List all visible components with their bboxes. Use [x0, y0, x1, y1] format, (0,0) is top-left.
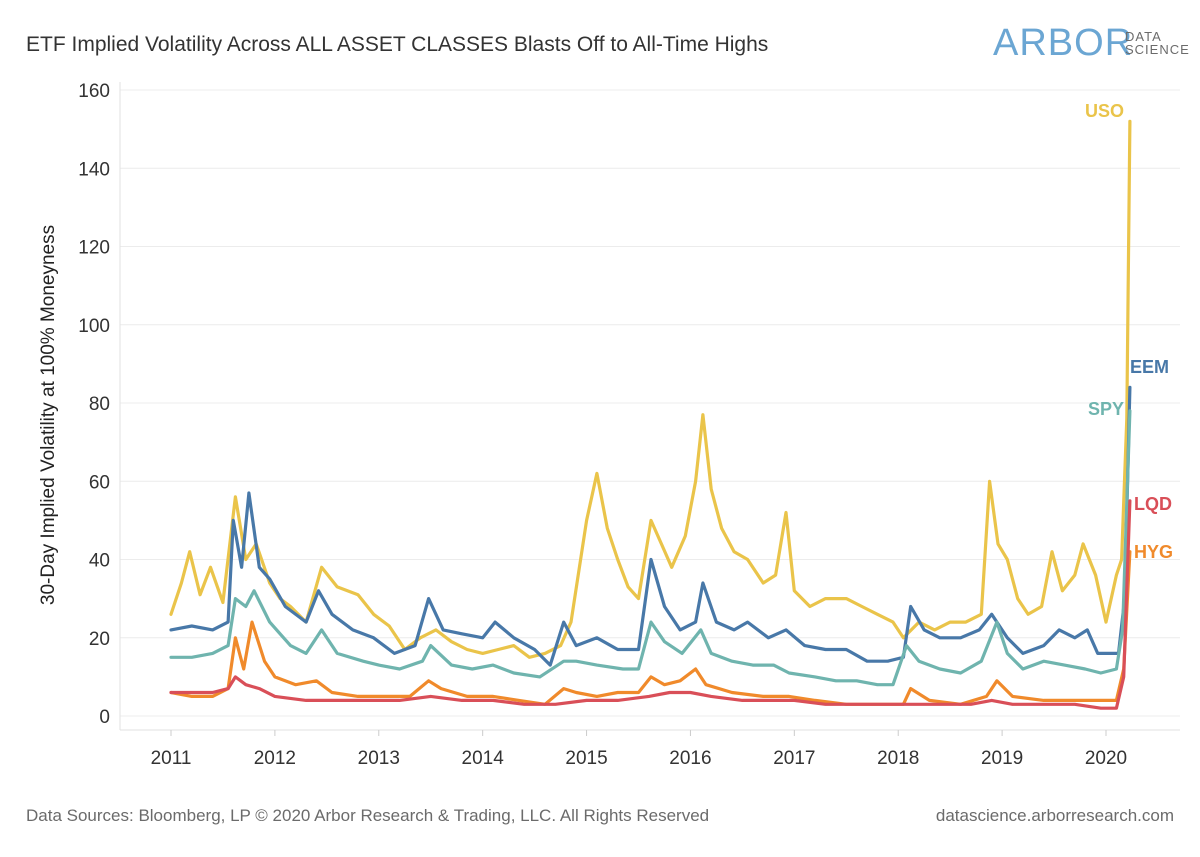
chart-title: ETF Implied Volatility Across ALL ASSET …: [26, 33, 769, 56]
x-tick-label: 2014: [462, 748, 505, 769]
series-labels: USO EEM SPY LQD HYG: [1085, 101, 1173, 562]
series-lines: [169, 119, 1132, 710]
x-tick-label: 2017: [773, 748, 815, 769]
series-label-lqd: LQD: [1134, 494, 1172, 514]
x-tick-label: 2013: [358, 748, 400, 769]
y-tick-label: 140: [78, 159, 110, 180]
series-label-spy: SPY: [1088, 399, 1124, 419]
series-line-eem: [169, 385, 1132, 667]
series-line-spy: [169, 409, 1132, 687]
logo-sub-data: DATA: [1125, 29, 1162, 44]
y-tick-label: 40: [89, 551, 110, 572]
series-label-eem: EEM: [1130, 357, 1169, 377]
source-url: datascience.arborresearch.com: [935, 806, 1174, 825]
logo-sub-science: SCIENCE: [1125, 42, 1190, 57]
y-axis-label: 30-Day Implied Volatility at 100% Moneyn…: [38, 225, 59, 605]
data-source-note: Data Sources: Bloomberg, LP © 2020 Arbor…: [26, 806, 710, 825]
series-label-uso: USO: [1085, 101, 1124, 121]
series-line-hyg: [169, 550, 1132, 706]
series-line-uso: [169, 119, 1132, 659]
x-tick-label: 2012: [254, 748, 296, 769]
x-tick-label: 2018: [877, 748, 919, 769]
x-tick-label: 2015: [565, 748, 607, 769]
x-tick-label: 2019: [981, 748, 1023, 769]
y-tick-label: 0: [99, 707, 110, 728]
y-tick-label: 160: [78, 81, 110, 102]
x-tick-label: 2016: [669, 748, 711, 769]
y-tick-label: 120: [78, 238, 110, 259]
y-tick-label: 100: [78, 316, 110, 337]
series-label-hyg: HYG: [1134, 542, 1173, 562]
x-tick-label: 2011: [151, 748, 192, 769]
logo-wordmark: ARBOR: [993, 22, 1134, 64]
y-tick-label: 20: [89, 629, 110, 650]
x-axis-ticks: 2011 2012 2013 2014 2015 2016 2017 2018 2019 2020: [120, 729, 1180, 769]
y-tick-label: 60: [89, 472, 110, 493]
x-tick-label: 2020: [1085, 748, 1127, 769]
y-axis-ticks: 0 20 40 60 80 100 120 140 160: [78, 81, 110, 728]
y-tick-label: 80: [89, 394, 110, 415]
series-line-lqd: [169, 499, 1132, 710]
